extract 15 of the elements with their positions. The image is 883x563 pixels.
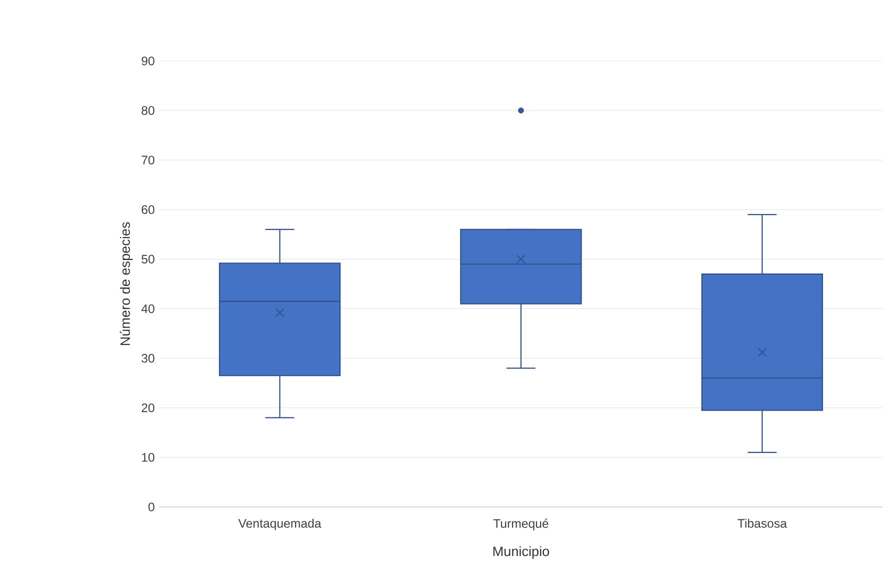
y-tick-label: 60	[142, 205, 154, 214]
y-tick-label: 90	[142, 56, 154, 66]
y-tick-label: 70	[142, 156, 154, 164]
y-tick-label: 30	[142, 354, 154, 363]
y-axis-title: Número de especies	[120, 222, 133, 346]
y-tick-label: 50	[142, 254, 154, 264]
y-tick-label: 20	[142, 403, 154, 412]
y-tick-label: 40	[141, 304, 154, 314]
x-tick-label: Turmequé	[493, 518, 548, 530]
y-tick-label: 80	[142, 106, 154, 115]
y-tick-label: 0	[148, 502, 154, 512]
x-tick-label: Ventaquemada	[238, 518, 322, 530]
x-tick-label: Tibasosa	[738, 518, 787, 528]
y-tick-label: 10	[142, 453, 154, 462]
x-axis-title: Municipio	[493, 546, 550, 559]
